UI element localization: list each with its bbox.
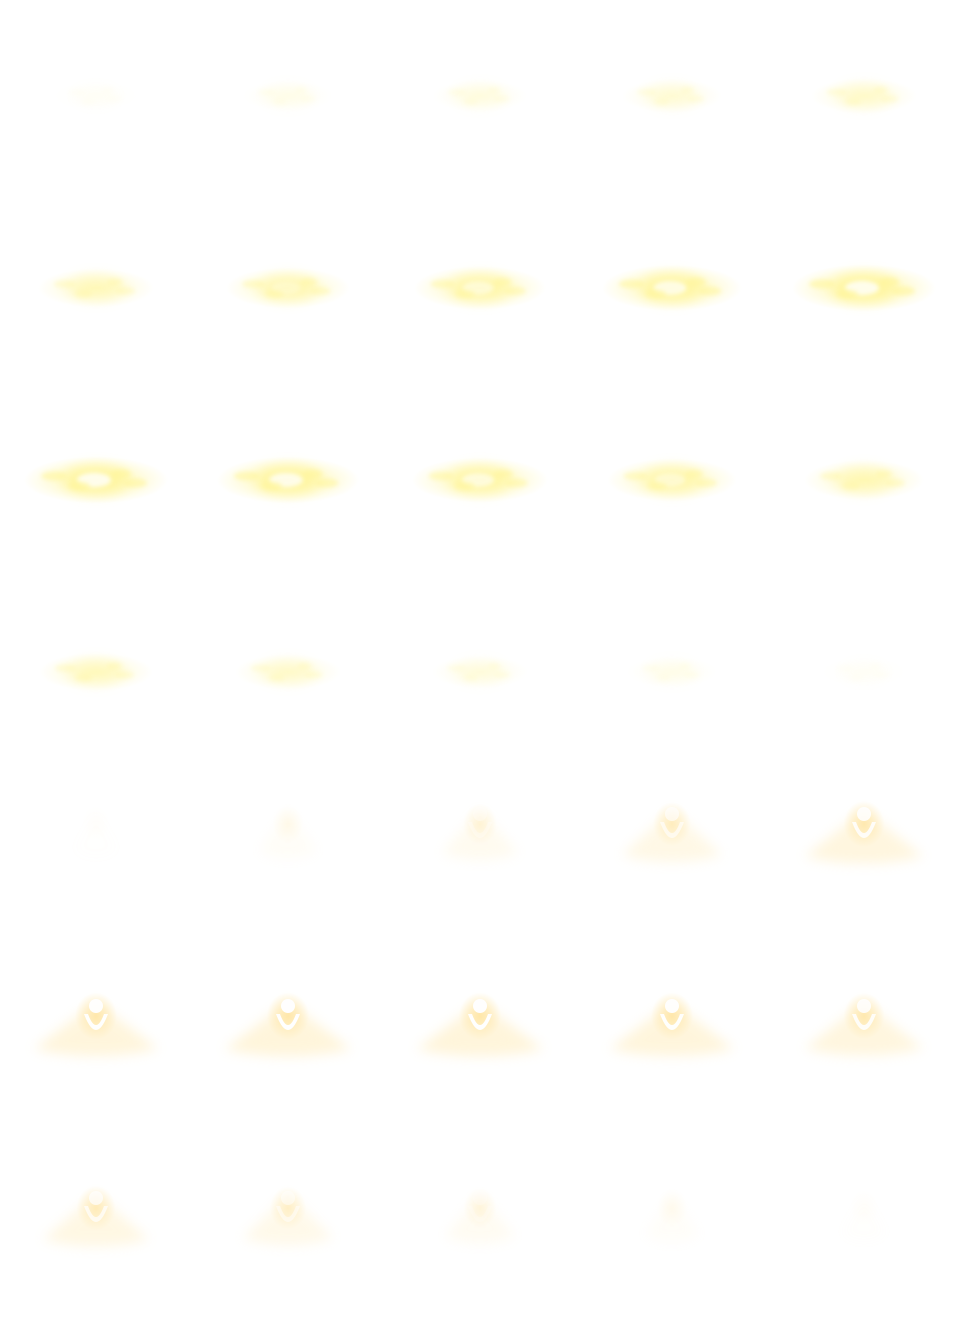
frame-emblem-5-2: [384, 960, 576, 1152]
frame-cloud-0-1: [192, 0, 384, 192]
frame-cloud-0-3: [576, 0, 768, 192]
frame-cloud-0-0: [0, 0, 192, 192]
frame-cloud-2-3: [576, 384, 768, 576]
frame-emblem-4-3: [576, 768, 768, 960]
frame-cloud-2-2: [384, 384, 576, 576]
frame-cloud-2-1: [192, 384, 384, 576]
frame-emblem-6-4: [768, 1152, 960, 1344]
frame-cloud-1-2: [384, 192, 576, 384]
frame-emblem-6-0: [0, 1152, 192, 1344]
frame-cloud-1-0: [0, 192, 192, 384]
frame-cloud-3-3: [576, 576, 768, 768]
frame-emblem-6-3: [576, 1152, 768, 1344]
frame-cloud-3-2: [384, 576, 576, 768]
frame-emblem-6-2: [384, 1152, 576, 1344]
frame-cloud-0-4: [768, 0, 960, 192]
frame-emblem-5-0: [0, 960, 192, 1152]
frame-cloud-1-4: [768, 192, 960, 384]
frame-emblem-5-1: [192, 960, 384, 1152]
frame-emblem-4-2: [384, 768, 576, 960]
frame-cloud-3-4: [768, 576, 960, 768]
frame-emblem-6-1: [192, 1152, 384, 1344]
frame-emblem-4-0: [0, 768, 192, 960]
frame-emblem-5-4: [768, 960, 960, 1152]
frame-emblem-4-4: [768, 768, 960, 960]
frame-cloud-3-0: [0, 576, 192, 768]
frame-emblem-4-1: [192, 768, 384, 960]
frame-emblem-5-3: [576, 960, 768, 1152]
frame-cloud-2-0: [0, 384, 192, 576]
frame-cloud-0-2: [384, 0, 576, 192]
frame-cloud-1-3: [576, 192, 768, 384]
frame-cloud-3-1: [192, 576, 384, 768]
frame-cloud-1-1: [192, 192, 384, 384]
frame-cloud-2-4: [768, 384, 960, 576]
